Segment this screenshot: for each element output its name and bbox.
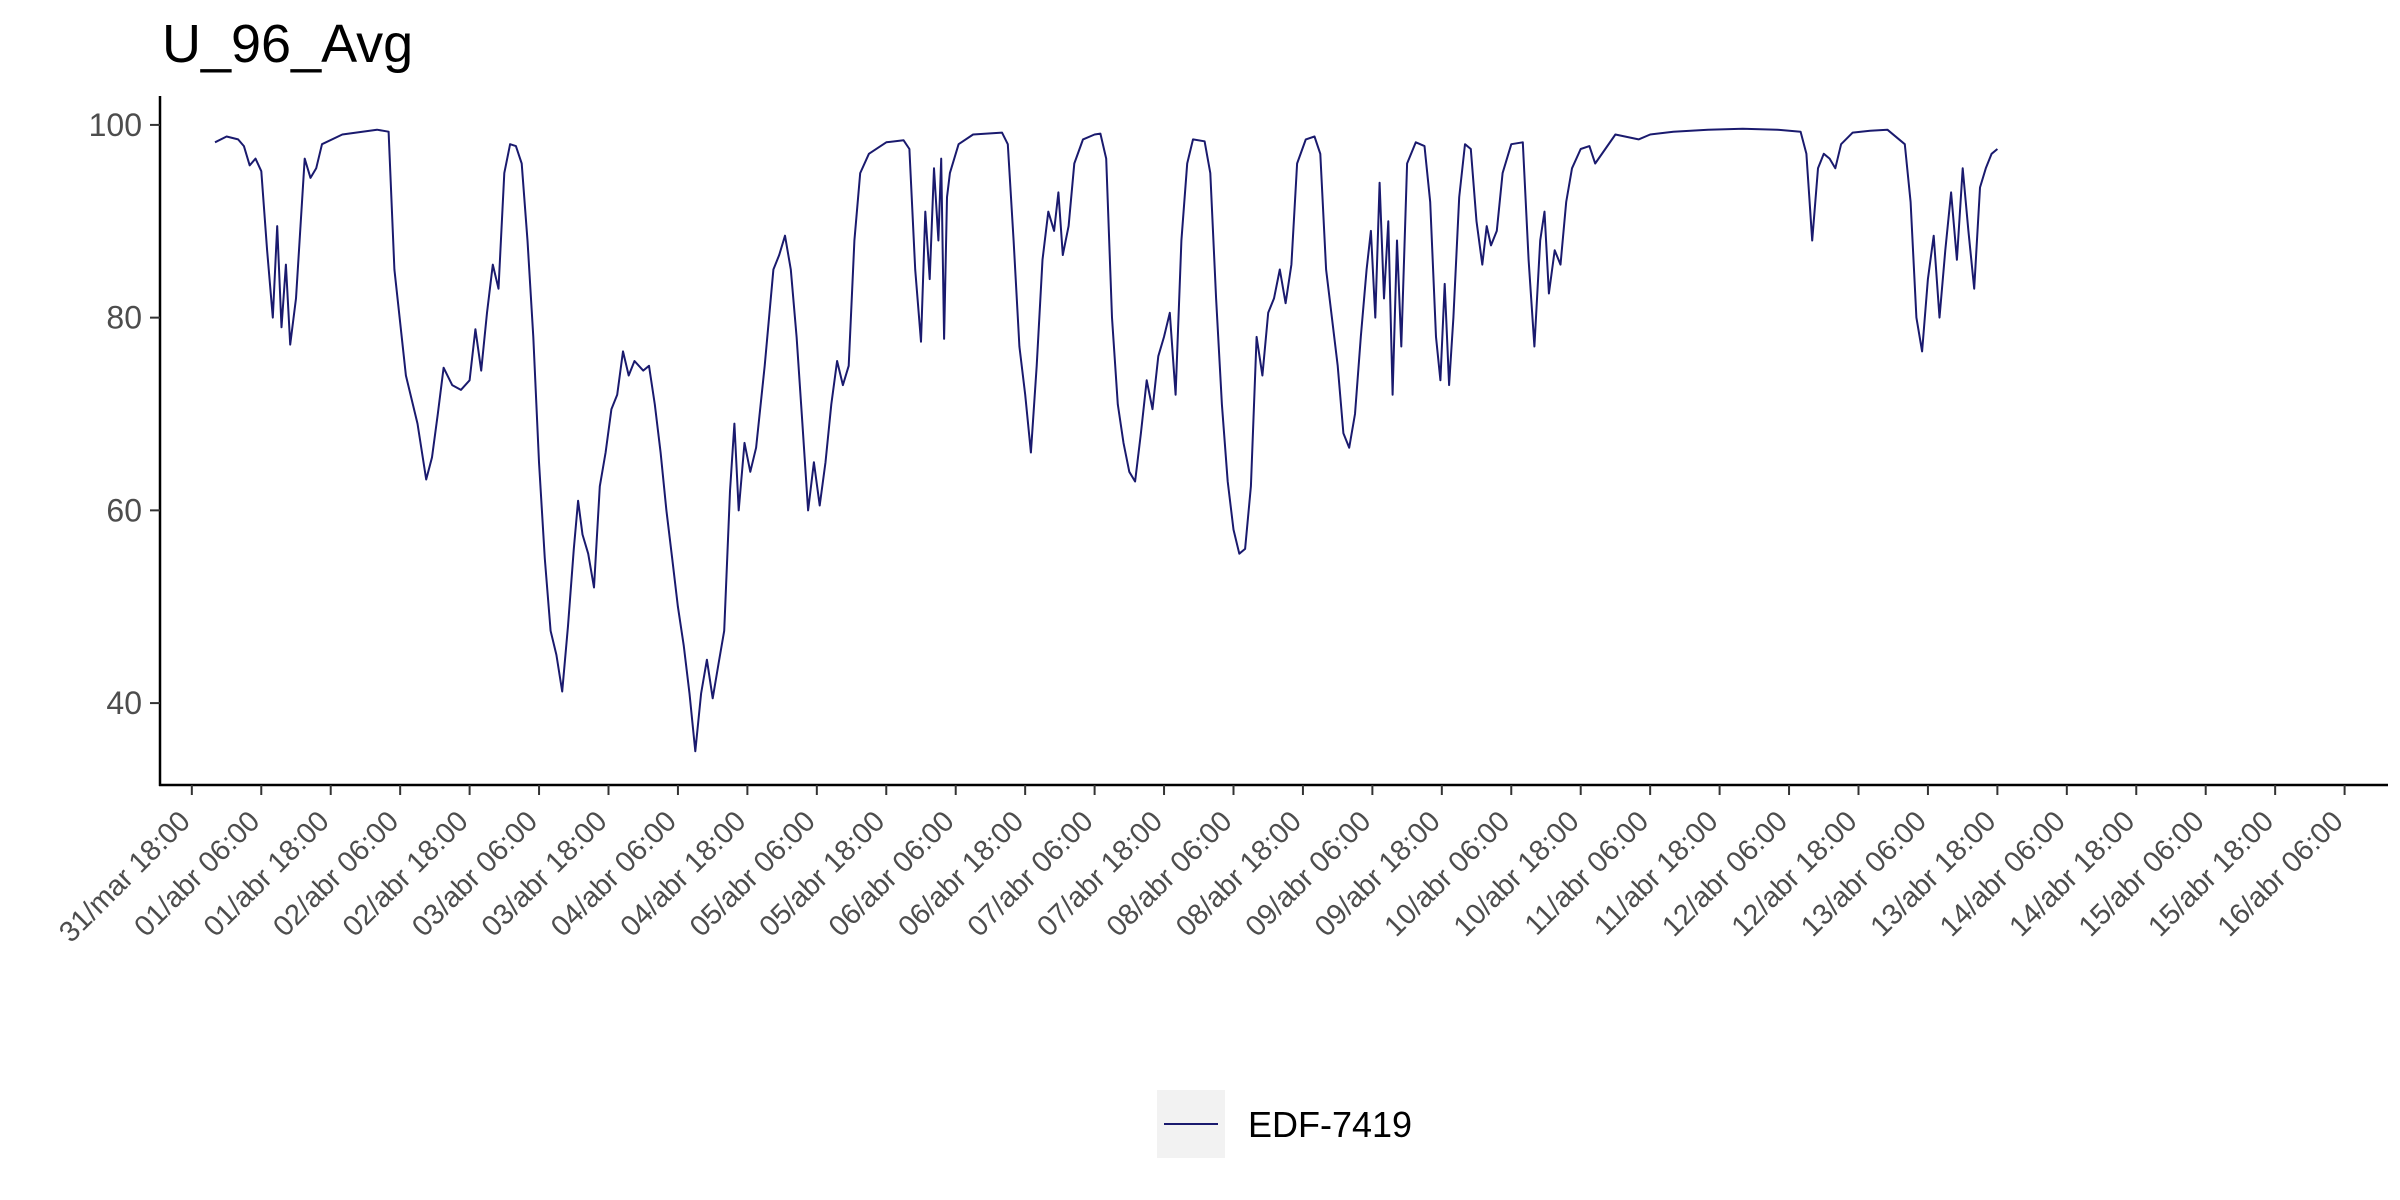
series-line-0 <box>214 127 1999 753</box>
y-tick-label: 40 <box>106 685 142 721</box>
y-tick-label: 60 <box>106 492 142 528</box>
legend-entry-label: EDF-7419 <box>1248 1104 1412 1145</box>
y-axis: 40 60 80 100 <box>89 96 162 786</box>
plot-area <box>214 127 1999 753</box>
y-tick-label: 100 <box>89 107 142 143</box>
chart-title: U_96_Avg <box>162 14 413 74</box>
legend: EDF-7419 <box>1157 1090 1412 1158</box>
y-tick-label: 80 <box>106 300 142 336</box>
